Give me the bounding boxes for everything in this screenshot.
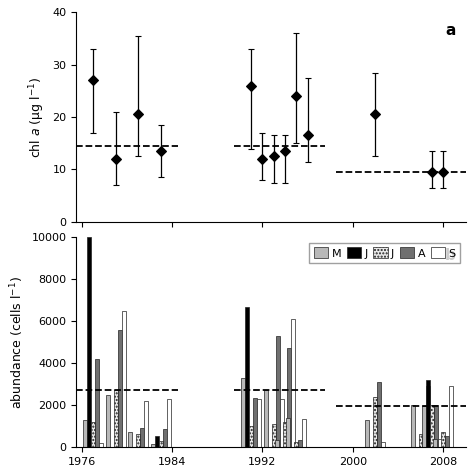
Bar (99, 443, 103, 447)
Bar (377, 382, 381, 447)
Bar (445, 437, 449, 447)
Bar (283, 422, 287, 447)
Bar (140, 428, 144, 447)
Legend: M, J, J, A, S: M, J, J, A, S (309, 243, 460, 263)
Bar (106, 395, 110, 447)
Bar (422, 406, 426, 447)
Bar (122, 311, 126, 447)
Bar (374, 397, 377, 447)
Bar (381, 442, 385, 447)
Bar (241, 378, 245, 447)
Bar (280, 399, 283, 447)
Text: b: b (445, 248, 456, 263)
Bar (155, 437, 159, 447)
Bar (422, 437, 427, 447)
Bar (144, 401, 148, 447)
Y-axis label: abundance (cells l$^{-1}$): abundance (cells l$^{-1}$) (9, 276, 26, 408)
Bar (426, 380, 430, 447)
Bar (272, 424, 276, 447)
Y-axis label: chl $a$ (µg l$^{-1}$): chl $a$ (µg l$^{-1}$) (27, 76, 47, 158)
Bar (118, 330, 122, 447)
Bar (159, 441, 163, 447)
Bar (434, 405, 438, 447)
Bar (114, 390, 118, 447)
Bar (95, 359, 99, 447)
Bar (287, 349, 291, 447)
Bar (438, 438, 442, 447)
Bar (275, 439, 279, 447)
Bar (167, 399, 171, 447)
Bar (257, 399, 261, 447)
Bar (298, 439, 302, 447)
Bar (249, 426, 253, 447)
Bar (294, 442, 298, 447)
Bar (276, 336, 280, 447)
Bar (365, 420, 369, 447)
Bar (163, 429, 167, 447)
Bar (427, 386, 430, 447)
Bar (291, 319, 295, 447)
Bar (419, 434, 422, 447)
Bar (83, 420, 87, 447)
Bar (449, 386, 453, 447)
Bar (264, 390, 268, 447)
Bar (128, 432, 132, 447)
Bar (433, 438, 437, 447)
Bar (151, 444, 155, 447)
Bar (253, 398, 257, 447)
Bar (441, 432, 445, 447)
Bar (91, 422, 95, 447)
Text: a: a (446, 23, 456, 38)
Bar (302, 418, 306, 447)
Bar (430, 405, 434, 447)
Bar (410, 405, 415, 447)
Bar (286, 418, 291, 447)
Bar (87, 238, 91, 447)
Bar (245, 306, 249, 447)
Bar (137, 434, 140, 447)
